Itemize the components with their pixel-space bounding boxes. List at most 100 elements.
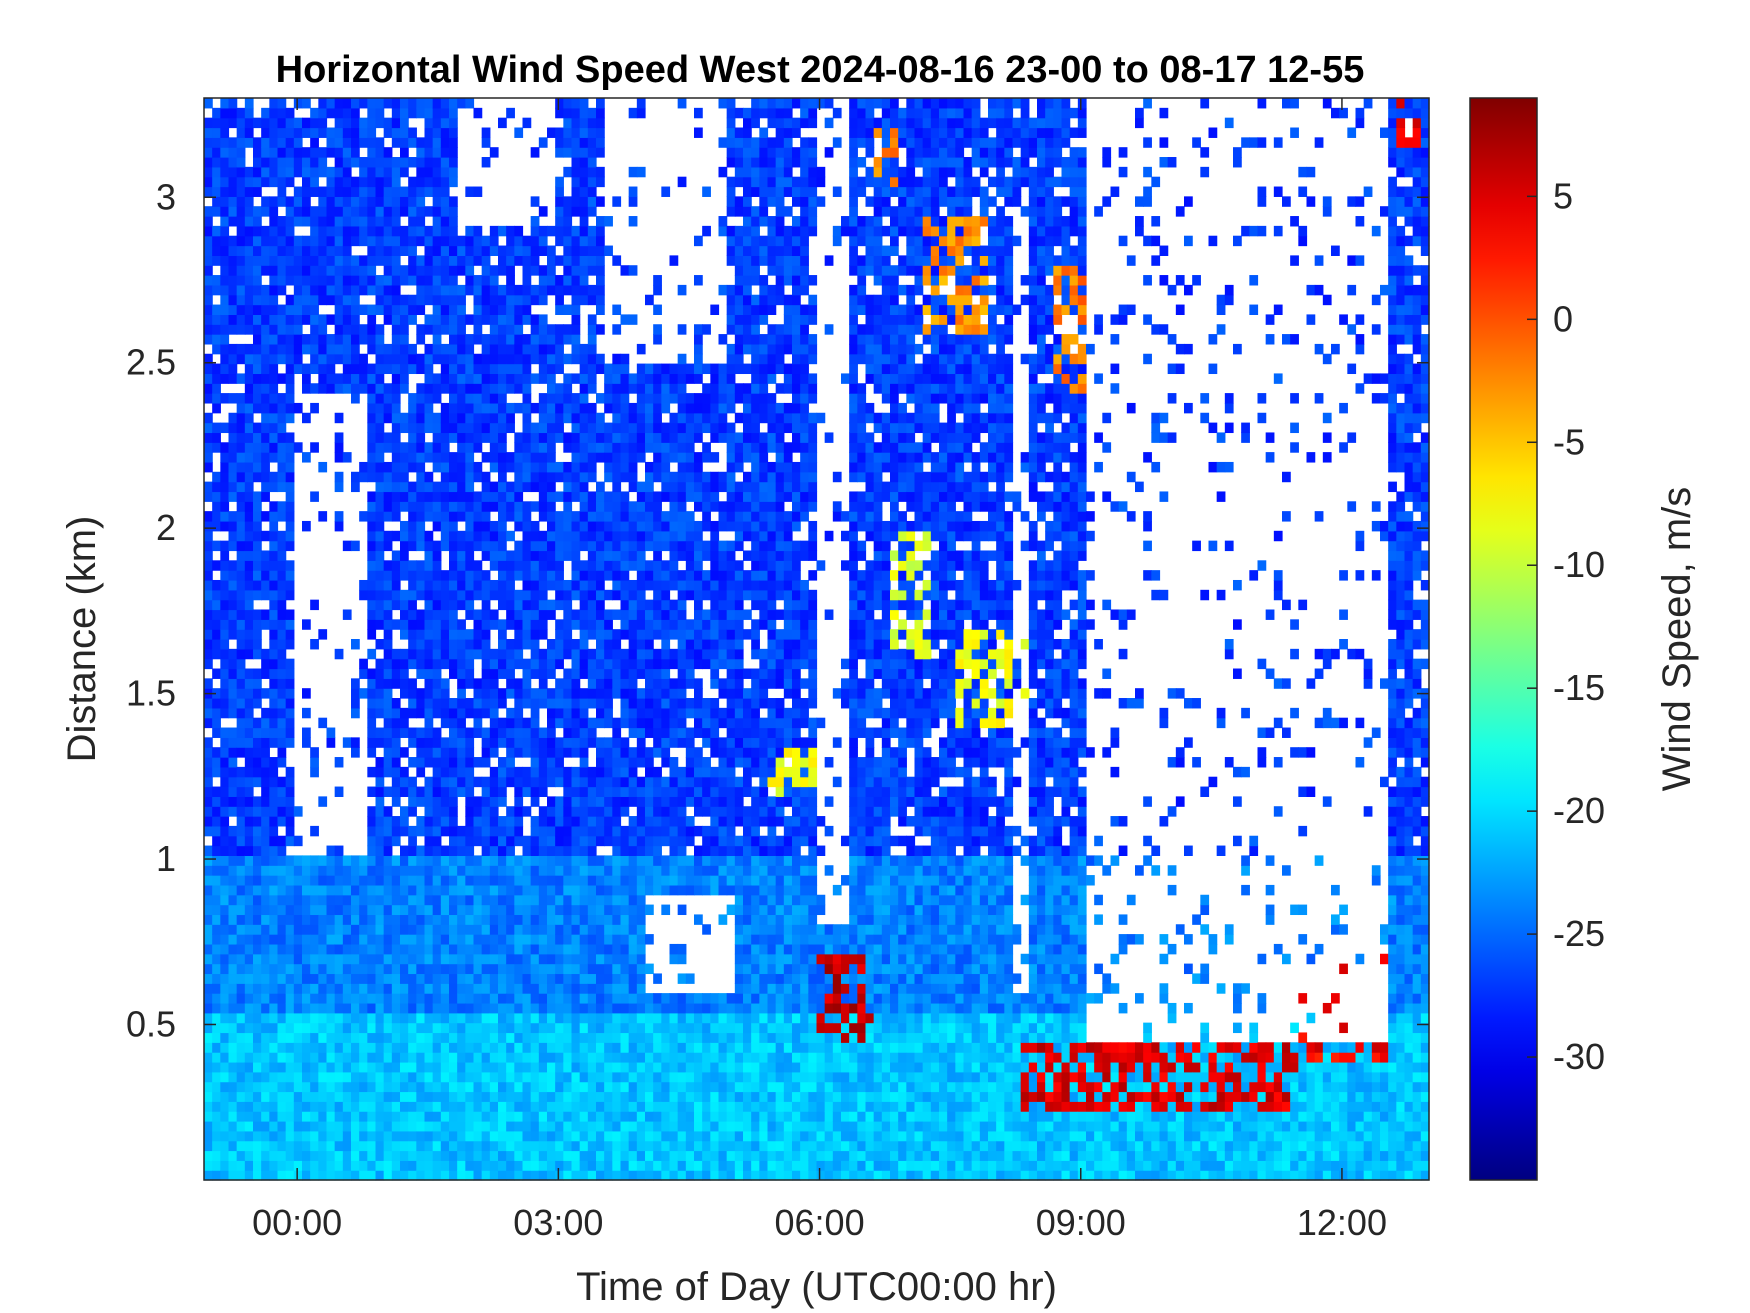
heatmap-cell bbox=[636, 609, 646, 620]
heatmap-cell bbox=[563, 373, 573, 384]
heatmap-cell bbox=[547, 1130, 556, 1142]
heatmap-cell bbox=[391, 422, 401, 434]
heatmap-cell bbox=[326, 855, 336, 866]
heatmap-cell bbox=[416, 452, 426, 463]
heatmap-cell bbox=[261, 766, 270, 778]
heatmap-cell bbox=[277, 1022, 287, 1034]
heatmap-cell bbox=[277, 1101, 287, 1112]
heatmap-cell bbox=[310, 255, 319, 266]
heatmap-cell bbox=[522, 688, 532, 699]
heatmap-cell bbox=[645, 688, 654, 699]
heatmap-cell bbox=[432, 865, 442, 876]
heatmap-cell bbox=[236, 540, 246, 552]
heatmap-cell bbox=[212, 196, 221, 207]
heatmap-cell bbox=[383, 835, 393, 847]
heatmap-cell bbox=[538, 501, 548, 512]
heatmap-cell bbox=[465, 422, 475, 434]
heatmap-cell bbox=[269, 540, 279, 552]
heatmap-cell bbox=[530, 461, 540, 473]
heatmap-cell bbox=[449, 501, 458, 512]
heatmap-cell bbox=[383, 255, 393, 266]
heatmap-cell bbox=[424, 235, 434, 247]
heatmap-cell bbox=[318, 973, 328, 984]
heatmap-cell bbox=[244, 1032, 254, 1043]
heatmap-cell bbox=[587, 737, 597, 748]
heatmap-cell bbox=[326, 727, 336, 738]
heatmap-cell bbox=[628, 1052, 638, 1063]
heatmap-cell bbox=[555, 1130, 564, 1142]
heatmap-cell bbox=[383, 560, 393, 571]
heatmap-cell bbox=[375, 766, 385, 778]
heatmap-cell bbox=[416, 206, 426, 217]
heatmap-cell bbox=[400, 1022, 409, 1034]
heatmap-cell bbox=[228, 304, 238, 315]
heatmap-cell bbox=[228, 747, 238, 758]
heatmap-cell bbox=[579, 786, 589, 797]
heatmap-cell bbox=[498, 294, 507, 306]
heatmap-cell bbox=[253, 157, 262, 168]
heatmap-cell bbox=[220, 865, 230, 876]
heatmap-cell bbox=[359, 983, 368, 994]
heatmap-cell bbox=[514, 1052, 524, 1063]
heatmap-cell bbox=[236, 275, 246, 286]
heatmap-cell bbox=[424, 324, 434, 335]
heatmap-cell bbox=[514, 501, 524, 512]
heatmap-cell bbox=[498, 1111, 507, 1122]
heatmap-cell bbox=[228, 98, 238, 109]
heatmap-cell bbox=[449, 481, 458, 493]
heatmap-cell bbox=[424, 127, 434, 138]
heatmap-cell bbox=[220, 629, 230, 640]
heatmap-cell bbox=[326, 353, 336, 365]
heatmap-cell bbox=[326, 993, 336, 1004]
heatmap-cell bbox=[244, 894, 254, 906]
heatmap-cell bbox=[416, 855, 426, 866]
heatmap-cell bbox=[220, 1012, 230, 1024]
heatmap-cell bbox=[514, 294, 524, 306]
heatmap-cell bbox=[416, 294, 426, 306]
heatmap-cell bbox=[359, 275, 368, 286]
heatmap-cell bbox=[571, 540, 581, 552]
heatmap-cell bbox=[220, 963, 230, 975]
heatmap-cell bbox=[359, 383, 368, 394]
heatmap-cell bbox=[375, 501, 385, 512]
heatmap-cell bbox=[628, 432, 638, 443]
heatmap-cell bbox=[334, 255, 344, 266]
heatmap-cell bbox=[220, 511, 230, 522]
heatmap-cell bbox=[547, 461, 556, 473]
heatmap-cell bbox=[473, 806, 483, 817]
heatmap-cell bbox=[383, 1160, 393, 1171]
heatmap-cell bbox=[555, 304, 564, 315]
heatmap-cell bbox=[310, 1091, 319, 1102]
heatmap-cell bbox=[342, 166, 352, 178]
heatmap-cell bbox=[269, 953, 279, 965]
heatmap-cell bbox=[253, 589, 262, 601]
heatmap-cell bbox=[579, 943, 589, 955]
heatmap-cell bbox=[612, 904, 622, 916]
heatmap-cell bbox=[498, 698, 507, 709]
heatmap-cell bbox=[489, 530, 499, 542]
heatmap-cell bbox=[538, 963, 548, 975]
heatmap-cell bbox=[367, 442, 377, 453]
heatmap-cell bbox=[571, 825, 581, 837]
heatmap-cell bbox=[244, 884, 254, 896]
heatmap-cell bbox=[277, 196, 287, 207]
heatmap-cell bbox=[596, 176, 605, 188]
heatmap-cell bbox=[285, 835, 295, 847]
heatmap-cell bbox=[645, 432, 654, 443]
heatmap-cell bbox=[359, 1091, 368, 1102]
heatmap-cell bbox=[555, 707, 564, 719]
heatmap-cell bbox=[269, 1061, 279, 1073]
heatmap-cell bbox=[293, 1071, 303, 1083]
heatmap-cell bbox=[522, 875, 532, 886]
heatmap-cell bbox=[220, 520, 230, 532]
heatmap-cell bbox=[498, 648, 507, 660]
heatmap-cell bbox=[514, 550, 524, 561]
heatmap-cell bbox=[596, 1101, 605, 1112]
heatmap-cell bbox=[220, 343, 230, 355]
heatmap-cell bbox=[612, 629, 622, 640]
heatmap-cell bbox=[359, 914, 368, 925]
heatmap-cell bbox=[628, 619, 638, 630]
heatmap-cell bbox=[555, 639, 564, 650]
heatmap-cell bbox=[538, 953, 548, 965]
heatmap-cell bbox=[440, 461, 450, 473]
